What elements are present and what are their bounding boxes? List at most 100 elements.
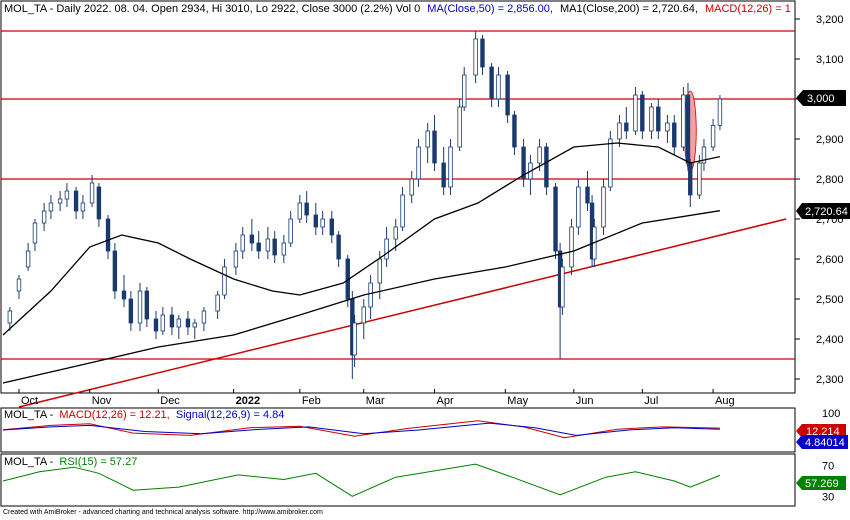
macd-header-signal: Signal(12,26,9) = 4.84: [176, 409, 285, 421]
candle-body: [601, 186, 606, 228]
candle-body: [473, 38, 478, 76]
candle-body: [457, 106, 462, 148]
candle-body: [288, 218, 293, 244]
candle-body: [544, 146, 549, 188]
rsi-price-label: 57.269: [805, 478, 839, 490]
candle-body: [672, 122, 677, 148]
candle-body: [352, 322, 357, 356]
candle-body: [361, 306, 366, 324]
macd-lines: [2, 420, 720, 439]
signal-line: [2, 422, 720, 436]
rsi-path: [2, 463, 721, 497]
candle-body: [112, 250, 118, 292]
y-axis: 2,3002,4002,5002,6002,7002,8002,9003,000…: [795, 14, 844, 386]
candle-body: [560, 266, 565, 308]
candle-body: [681, 94, 686, 148]
candle-body: [537, 146, 542, 164]
candle-body: [233, 250, 239, 268]
x-tick-label: Aug: [715, 395, 735, 407]
candle-body: [7, 310, 13, 324]
candle-body: [409, 178, 414, 196]
macd-header-prefix: MOL_TA -: [4, 409, 54, 421]
candle-body: [48, 202, 54, 212]
rsi-line: [2, 463, 721, 497]
main-header-macd: MACD(12,26) = 1: [705, 3, 791, 15]
ma50-line: [2, 142, 721, 336]
candle-body: [496, 74, 501, 100]
candle-body: [617, 122, 622, 140]
rsi-price-tag: 57.269: [796, 476, 846, 490]
candle-body: [16, 278, 22, 292]
candle-body: [32, 222, 38, 244]
candle-body: [576, 186, 581, 228]
candle-body: [710, 125, 716, 148]
candle-body: [121, 290, 127, 300]
candle-body: [640, 94, 645, 132]
candle-body: [240, 234, 245, 252]
main-header: MOL_TA - Daily 2022. 08. 04. Open 2934, …: [4, 3, 791, 15]
y-tick-label: 2,300: [816, 374, 844, 386]
candle-body: [57, 198, 63, 204]
candle-body: [297, 202, 303, 220]
candle-body: [441, 162, 446, 188]
candle-body: [480, 38, 485, 68]
level-lines: [1, 30, 795, 360]
candle-body: [553, 186, 558, 252]
candle-body: [329, 218, 334, 236]
main-header-ma1: MA1(Close,200) = 2,720.64,: [560, 3, 698, 15]
x-tick-label: Jun: [576, 395, 594, 407]
x-tick-label: 2022: [236, 395, 260, 407]
y-tick-label: 2,400: [816, 334, 844, 346]
candle-body: [489, 66, 494, 100]
macd-header: MOL_TA - MACD(12,26) = 12.21, Signal(12,…: [4, 409, 284, 421]
candle-body: [73, 190, 79, 212]
candle-body: [505, 74, 510, 116]
x-tick-label: Oct: [21, 395, 38, 407]
candle-body: [585, 186, 590, 204]
candle-body: [665, 122, 670, 132]
x-tick-label: Jul: [644, 395, 658, 407]
candle-body: [105, 218, 111, 252]
candle-body: [448, 146, 453, 188]
candle-body: [304, 202, 309, 216]
candle-body: [512, 114, 517, 148]
candle-body: [701, 146, 707, 164]
main-header-prefix: MOL_TA - Daily 2022. 08. 04. Open 2934, …: [4, 3, 420, 15]
candle-body: [144, 290, 150, 320]
candle-body: [336, 234, 341, 260]
candle-body: [521, 146, 526, 180]
rsi-tick-label: 30: [822, 491, 834, 503]
rsi-header-label: RSI(15) = 57.27: [59, 456, 137, 468]
y-tick-label: 3,100: [816, 54, 844, 66]
candle-body: [377, 258, 382, 284]
candle-body: [89, 182, 95, 204]
y-tick-label: 2,500: [816, 294, 844, 306]
candle-body: [256, 242, 261, 252]
rsi-header-prefix: MOL_TA -: [4, 456, 54, 468]
ma200-price-tag: 2,720.64: [796, 203, 850, 219]
signal-price-tag: 4.84014: [796, 435, 848, 449]
candle-body: [192, 322, 197, 328]
main-header-ma: MA(Close,50) = 2,856.00,: [427, 3, 553, 15]
candle-body: [624, 122, 629, 132]
main-panel: [0, 0, 796, 394]
candle-body: [425, 130, 430, 148]
candle-body: [64, 190, 70, 200]
candle-body: [400, 194, 405, 228]
y-tick-label: 3,200: [816, 14, 844, 26]
ma200-line: [2, 210, 721, 384]
candle-body: [215, 294, 220, 312]
x-tick-label: Nov: [92, 395, 112, 407]
close-price-label: 3,000: [807, 93, 835, 105]
candle-body: [80, 202, 86, 212]
candle-body: [320, 218, 325, 228]
candle-body: [697, 162, 702, 196]
candle-body: [249, 234, 255, 244]
rsi-tick-label: 70: [822, 461, 834, 473]
x-tick-label: Apr: [437, 395, 454, 407]
candle-body: [176, 318, 182, 328]
footer-credit: Created with AmiBroker - advanced charti…: [3, 509, 323, 516]
candle-body: [313, 214, 319, 228]
candle-body: [649, 106, 654, 132]
